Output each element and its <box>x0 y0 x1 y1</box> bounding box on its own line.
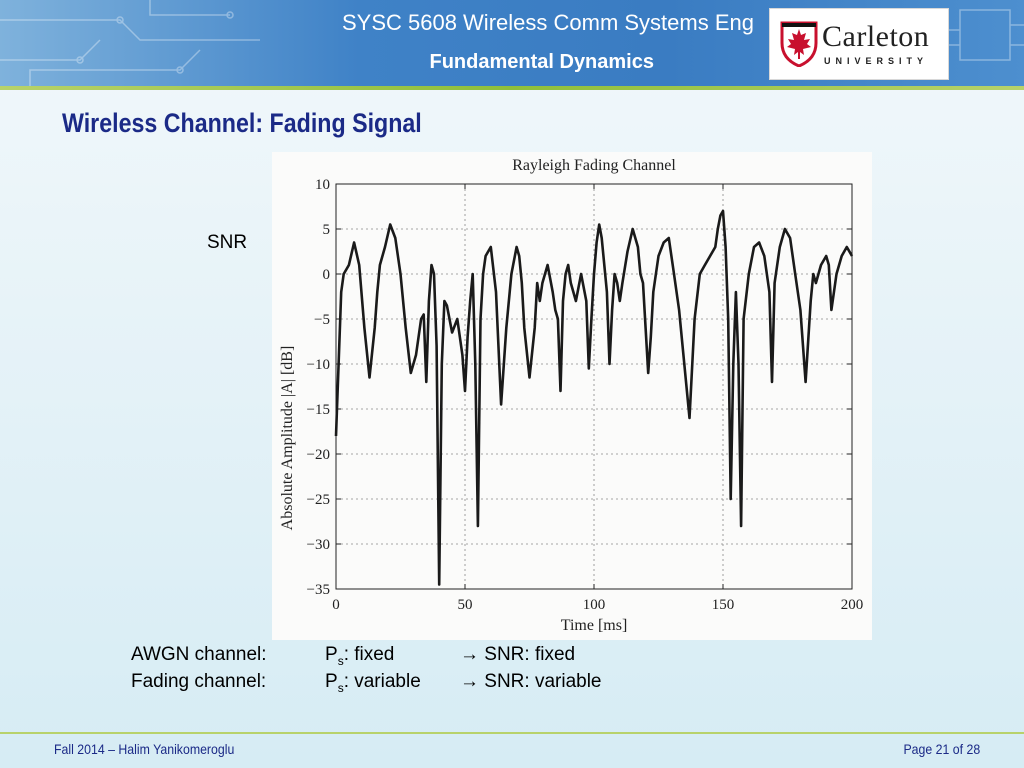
header-divider <box>0 86 1024 90</box>
y-tick-label: −20 <box>307 447 330 463</box>
maple-leaf-shield-icon <box>780 21 818 67</box>
footer-author: Fall 2014 – Halim Yanikomeroglu <box>54 741 235 757</box>
fading-power: Ps: variable <box>325 671 421 695</box>
fading-series-line <box>334 209 854 586</box>
fading-result: → SNR: variable <box>460 671 602 692</box>
slide-title: Wireless Channel: Fading Signal <box>62 108 422 138</box>
awgn-power: Ps: fixed <box>325 644 395 668</box>
fading-chart: Rayleigh Fading Channel Time [ms] Absolu… <box>272 152 872 640</box>
awgn-label: AWGN channel: <box>131 644 267 665</box>
circuit-background-icon <box>0 0 1024 88</box>
course-title: SYSC 5608 Wireless Comm Systems Eng <box>341 10 754 35</box>
x-tick-label: 50 <box>458 597 473 613</box>
footer-divider <box>0 732 1024 734</box>
y-tick-label: 5 <box>323 222 331 238</box>
y-tick-label: −25 <box>307 492 330 508</box>
slide-header: SYSC 5608 Wireless Comm Systems Eng Fund… <box>0 0 1024 88</box>
y-tick-label: 0 <box>323 267 331 283</box>
y-tick-label: −30 <box>307 537 330 553</box>
y-tick-label: −35 <box>307 582 330 598</box>
logo-subtitle: UNIVERSITY <box>824 56 929 66</box>
x-tick-label: 150 <box>712 597 735 613</box>
y-tick-label: −10 <box>307 357 330 373</box>
fading-label: Fading channel: <box>131 671 267 692</box>
x-tick-label: 0 <box>332 597 340 613</box>
y-tick-label: −15 <box>307 402 330 418</box>
fading-chart-svg: Rayleigh Fading Channel Time [ms] Absolu… <box>279 157 864 634</box>
x-tick-label: 200 <box>841 597 864 613</box>
chart-title: Rayleigh Fading Channel <box>512 157 676 174</box>
university-logo: Carleton UNIVERSITY <box>769 8 949 80</box>
awgn-result: → SNR: fixed <box>460 644 576 665</box>
lecture-title: Fundamental Dynamics <box>429 51 654 73</box>
chart-xlabel: Time [ms] <box>561 617 628 634</box>
page-number: Page 21 of 28 <box>903 741 980 757</box>
logo-wordmark: Carleton <box>822 20 930 53</box>
x-tick-label: 100 <box>583 597 606 613</box>
y-tick-label: 10 <box>315 177 330 193</box>
snr-label: SNR <box>207 232 248 253</box>
y-tick-label: −5 <box>314 312 330 328</box>
chart-ylabel: Absolute Amplitude |A| [dB] <box>279 346 296 531</box>
